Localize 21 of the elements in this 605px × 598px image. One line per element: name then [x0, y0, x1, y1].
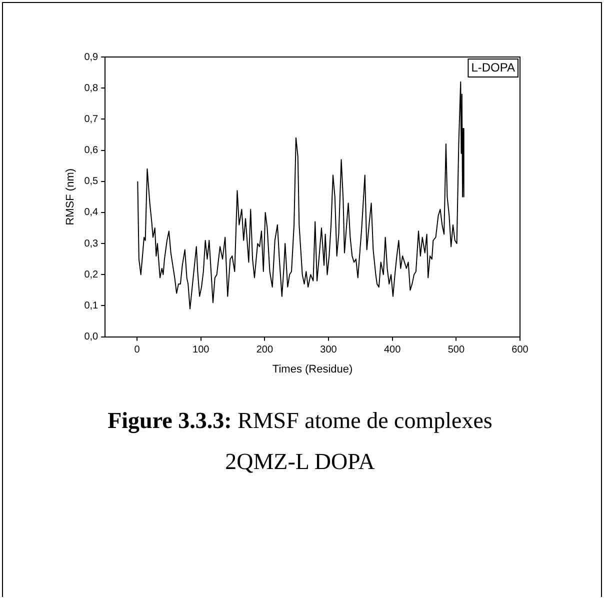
y-tick-label: 0,1 — [84, 300, 99, 312]
x-tick-label: 100 — [192, 344, 210, 356]
x-tick-label: 200 — [256, 344, 274, 356]
x-tick-label: 300 — [320, 344, 338, 356]
x-tick-label: 500 — [448, 344, 465, 356]
x-axis-title: Times (Residue) — [272, 363, 353, 376]
y-tick-label: 0,0 — [84, 332, 99, 343]
y-tick-label: 0,2 — [84, 269, 99, 280]
x-tick-label: 400 — [384, 344, 402, 356]
series-label: L-DOPA — [471, 60, 516, 74]
y-tick-label: 0,4 — [84, 207, 99, 218]
y-axis-title: RMSF (nm) — [64, 168, 77, 226]
y-tick-label: 0,8 — [84, 82, 99, 94]
caption: Figure 3.3.3: — [108, 408, 232, 433]
y-tick-label: 0,3 — [84, 238, 99, 250]
y-tick-label: 0,6 — [84, 145, 99, 156]
y-tick-label: 0,5 — [84, 176, 99, 188]
x-tick-label: 0 — [134, 344, 140, 356]
y-tick-label: 0,7 — [84, 114, 99, 125]
y-tick-label: 0,9 — [84, 52, 99, 63]
x-tick-label: 600 — [512, 344, 529, 356]
